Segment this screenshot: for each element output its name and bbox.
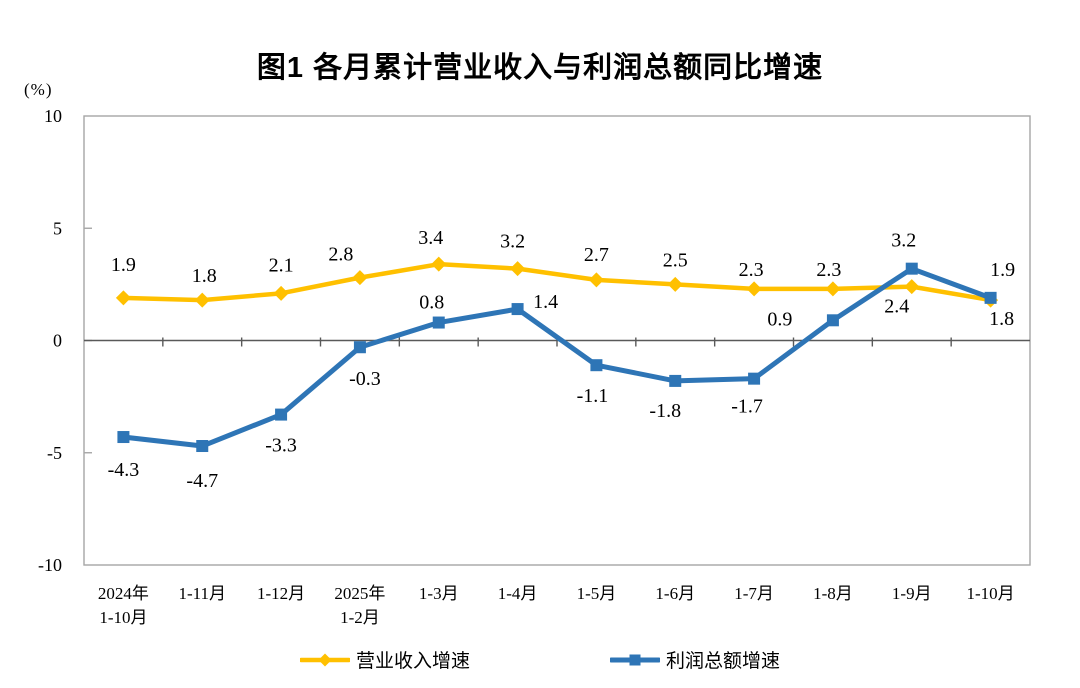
revenue-data-label: 3.4 [418,227,443,249]
profit-data-point-marker [353,341,366,354]
y-axis-tick-label: 5 [53,218,62,238]
profit-series-line [120,266,994,449]
revenue-legend-marker-icon [299,652,350,668]
revenue-data-label: 2.8 [328,244,353,266]
profit-data-point-marker [748,372,761,385]
revenue-legend-marker-shape [318,653,332,666]
revenue-data-point-marker [667,276,683,292]
profit-data-point-marker [826,314,839,327]
revenue-data-label: 2.4 [884,296,909,318]
revenue-data-point-marker [431,256,447,272]
profit-legend-marker-shape [629,654,641,665]
legend-label-profit: 利润总额增速 [666,651,781,672]
profit-data-point-marker [669,374,682,387]
revenue-data-point-marker [273,285,289,301]
x-axis-category-label: 1-6月 [655,584,695,603]
profit-data-point-marker [984,291,997,304]
y-axis-tick-label: 0 [53,331,62,351]
x-axis-category-label: 1-5月 [577,584,617,603]
legend-label-revenue: 营业收入增速 [355,651,470,672]
x-axis-category-label: 1-9月 [892,584,932,603]
y-axis-tick-label: -10 [38,555,62,575]
revenue-data-label: 2.3 [816,259,841,281]
revenue-data-label: 1.8 [989,308,1014,330]
legend-item-revenue: 营业收入增速 [299,646,470,673]
revenue-data-point-marker [825,281,841,297]
profit-data-label: -1.8 [649,400,681,422]
profit-data-label: 0.8 [419,292,444,314]
y-axis-tick-label: 10 [44,106,62,126]
revenue-data-label: 1.9 [111,254,136,276]
x-axis-category-label: 1-3月 [419,584,459,603]
profit-legend-marker-icon [610,652,660,668]
profit-data-point-marker [432,316,445,329]
revenue-series-line [121,261,993,303]
profit-data-label: -4.3 [108,459,140,481]
profit-data-label: -0.3 [349,368,381,390]
profit-data-label: 1.4 [533,291,558,313]
revenue-data-label: 1.8 [192,265,217,287]
profit-data-label: 1.9 [990,259,1015,281]
revenue-data-point-marker [588,272,604,288]
legend-item-profit: 利润总额增速 [610,646,780,673]
chart-title: 图1 各月累计营业收入与利润总额同比增速 [256,52,824,84]
revenue-data-point-marker [510,261,526,277]
y-axis-tick-label: -5 [47,443,62,463]
x-axis-category-label: 2024年 1-10月 [98,584,149,627]
revenue-data-point-marker [904,279,920,295]
profit-data-point-marker [905,262,918,275]
x-axis-category-label: 1-11月 [178,584,226,603]
revenue-data-label: 2.1 [269,254,294,276]
profit-data-label: -1.7 [731,396,763,418]
profit-data-point-marker [117,431,130,444]
profit-data-label: 3.2 [891,230,916,252]
profit-data-point-marker [196,440,209,453]
x-axis-category-label: 1-10月 [966,584,1014,603]
revenue-data-label: 2.5 [663,249,688,271]
y-axis-unit-label: (%) [24,80,53,99]
profit-data-point-marker [590,359,603,372]
revenue-data-point-marker [115,290,131,306]
profit-data-point-marker [511,303,524,316]
chart-legend: 营业收入增速 利润总额增速 [0,646,1080,673]
revenue-data-point-marker [352,270,368,286]
profit-data-label: 0.9 [767,308,792,330]
x-axis-category-label: 1-8月 [813,584,853,603]
profit-data-point-marker [275,408,288,421]
x-axis-category-label: 1-7月 [734,584,774,603]
revenue-data-label: 2.3 [739,259,764,281]
revenue-data-label: 2.7 [584,244,609,266]
x-axis-category-label: 1-12月 [257,584,305,603]
profit-data-label: -3.3 [265,435,297,457]
revenue-data-point-marker [746,281,762,297]
profit-data-label: -1.1 [577,385,609,407]
profit-data-label: -4.7 [186,470,218,492]
x-axis-category-label: 2025年 1-2月 [334,584,385,627]
revenue-data-label: 3.2 [500,231,525,253]
revenue-data-point-marker [194,292,210,308]
x-axis-category-label: 1-4月 [498,584,538,603]
